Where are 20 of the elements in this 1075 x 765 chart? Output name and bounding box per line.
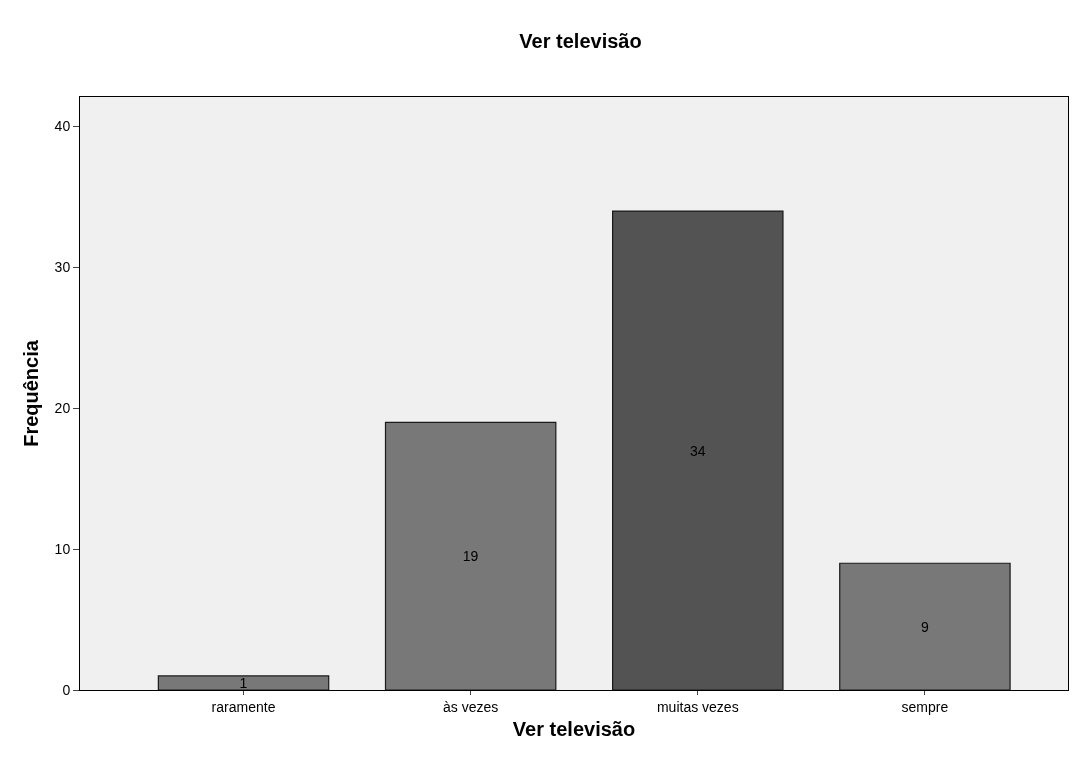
data-label: 34 <box>689 442 706 459</box>
x-axis-title: Ver televisão <box>512 718 636 741</box>
y-axis-title: Frequência <box>20 339 43 447</box>
data-label: 9 <box>920 618 929 635</box>
x-tick-label: sempre <box>901 698 949 715</box>
bar <box>612 210 784 690</box>
bar <box>157 675 330 690</box>
x-tick-label: muitas vezes <box>656 698 739 715</box>
bar <box>384 421 557 690</box>
y-tick-label: 40 <box>54 118 71 135</box>
bar <box>839 562 1011 690</box>
y-tick-label: 30 <box>54 259 71 276</box>
y-tick-label: 20 <box>54 400 71 417</box>
data-label: 1 <box>239 674 248 691</box>
x-tick-label: raramente <box>211 698 276 715</box>
x-tick-label: às vezes <box>443 698 499 715</box>
y-tick-label: 0 <box>62 681 71 698</box>
chart-title: Ver televisão <box>519 30 642 53</box>
data-label: 19 <box>462 548 479 565</box>
y-tick-label: 10 <box>54 541 71 558</box>
